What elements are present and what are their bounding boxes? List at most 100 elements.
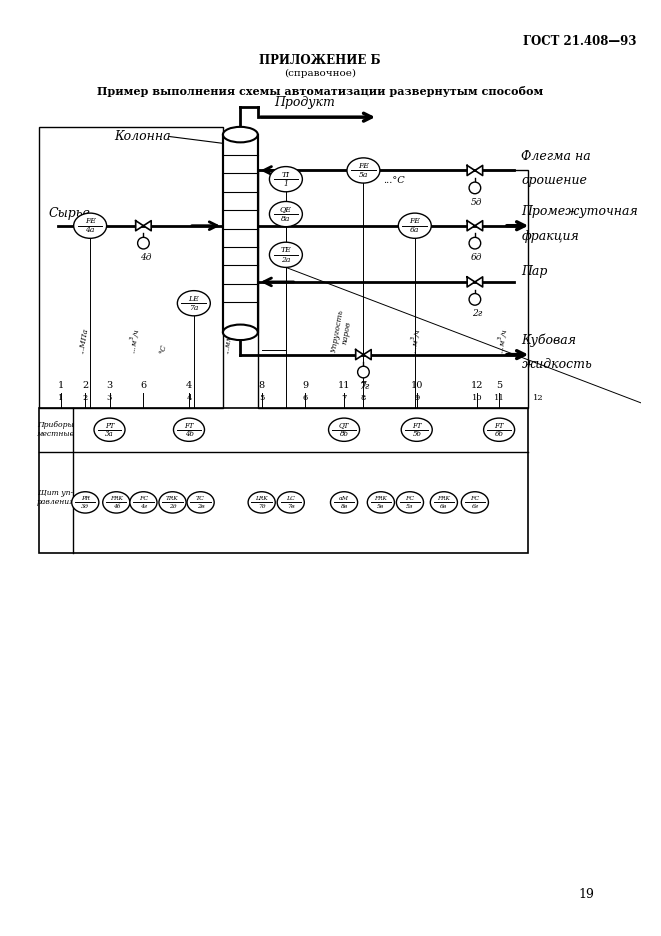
Text: 6б: 6б xyxy=(494,431,504,438)
Bar xyxy=(258,170,528,408)
Text: 11: 11 xyxy=(338,382,350,390)
Text: 3: 3 xyxy=(107,394,112,402)
Text: TI: TI xyxy=(282,170,290,179)
Ellipse shape xyxy=(368,491,395,513)
Text: Промежуточная: Промежуточная xyxy=(522,205,638,218)
Text: 5в: 5в xyxy=(377,504,385,509)
Text: FRK: FRK xyxy=(374,496,387,501)
Ellipse shape xyxy=(469,183,481,194)
Text: PR: PR xyxy=(81,496,90,501)
Bar xyxy=(39,408,528,553)
Text: LC: LC xyxy=(286,496,295,501)
Polygon shape xyxy=(467,221,483,231)
Text: TRK: TRK xyxy=(166,496,179,501)
Text: 4: 4 xyxy=(186,382,192,390)
Ellipse shape xyxy=(94,418,125,442)
Ellipse shape xyxy=(102,491,130,513)
Text: 12: 12 xyxy=(471,382,483,390)
Text: ...м$^3$/ч: ...м$^3$/ч xyxy=(126,327,143,355)
Text: FT: FT xyxy=(184,421,194,430)
Ellipse shape xyxy=(173,418,204,442)
Text: 2д: 2д xyxy=(169,504,176,509)
Text: 1: 1 xyxy=(58,394,63,402)
Text: LE: LE xyxy=(188,295,199,303)
Ellipse shape xyxy=(137,238,149,249)
Text: FT: FT xyxy=(412,421,422,430)
Text: ...м$^3$/ч: ...м$^3$/ч xyxy=(407,327,425,355)
Text: QE: QE xyxy=(280,206,292,213)
Text: Пар: Пар xyxy=(522,265,548,278)
Text: 2: 2 xyxy=(82,382,89,390)
Text: 4б: 4б xyxy=(184,431,194,438)
Text: ...МПа: ...МПа xyxy=(77,328,90,355)
Text: Упругость
паров: Упругость паров xyxy=(330,309,354,355)
Text: 11: 11 xyxy=(494,394,504,402)
Text: 4г: 4г xyxy=(140,504,147,509)
Text: ГОСТ 21.408—93: ГОСТ 21.408—93 xyxy=(523,35,637,48)
Ellipse shape xyxy=(73,213,106,239)
Text: Приборы
местные: Приборы местные xyxy=(36,421,75,438)
Text: FC: FC xyxy=(405,496,414,501)
Text: LRK: LRK xyxy=(255,496,268,501)
Text: 5д: 5д xyxy=(471,197,483,207)
Text: 8б: 8б xyxy=(340,431,348,438)
Text: FC: FC xyxy=(471,496,479,501)
Text: αМ: αМ xyxy=(339,496,349,501)
Ellipse shape xyxy=(469,238,481,249)
Text: 10: 10 xyxy=(410,382,423,390)
Text: 2а: 2а xyxy=(281,256,291,264)
Text: FRK: FRK xyxy=(110,496,123,501)
Text: FRK: FRK xyxy=(438,496,450,501)
Text: 3а: 3а xyxy=(105,431,114,438)
Ellipse shape xyxy=(484,418,515,442)
Text: 10: 10 xyxy=(471,394,482,402)
Ellipse shape xyxy=(469,294,481,305)
Text: 7д: 7д xyxy=(258,504,266,509)
Ellipse shape xyxy=(270,167,302,192)
Polygon shape xyxy=(467,166,483,176)
Text: 5: 5 xyxy=(259,394,264,402)
Text: 7а: 7а xyxy=(189,304,198,312)
Text: 4а: 4а xyxy=(85,227,95,235)
Ellipse shape xyxy=(270,201,302,227)
Text: ...°С: ...°С xyxy=(383,176,405,184)
Text: Сырье: Сырье xyxy=(48,207,91,220)
Text: Колонна: Колонна xyxy=(114,130,171,143)
Text: FC: FC xyxy=(139,496,148,501)
Text: 6: 6 xyxy=(303,394,308,402)
Text: 6в: 6в xyxy=(440,504,447,509)
Polygon shape xyxy=(136,221,151,231)
Text: 5: 5 xyxy=(496,382,502,390)
Text: 6а: 6а xyxy=(410,227,420,235)
Text: жидкость: жидкость xyxy=(522,358,592,372)
Ellipse shape xyxy=(347,158,380,183)
Text: 3: 3 xyxy=(106,382,112,390)
Text: 6: 6 xyxy=(140,382,147,390)
Text: (справочное): (справочное) xyxy=(284,69,356,78)
Text: 5з: 5з xyxy=(407,504,414,509)
Text: 7: 7 xyxy=(360,382,367,390)
Ellipse shape xyxy=(187,491,214,513)
Ellipse shape xyxy=(401,418,432,442)
Ellipse shape xyxy=(461,491,488,513)
Text: 4: 4 xyxy=(186,394,192,402)
Text: FE: FE xyxy=(85,217,96,226)
Text: 7в: 7в xyxy=(287,504,295,509)
Text: 12: 12 xyxy=(533,394,543,402)
Text: 9: 9 xyxy=(302,382,308,390)
Text: 1: 1 xyxy=(284,180,288,188)
Text: Продукт: Продукт xyxy=(274,96,335,110)
Text: 2г: 2г xyxy=(472,309,482,318)
Text: TE: TE xyxy=(280,246,292,255)
Text: QT: QT xyxy=(339,421,349,430)
Ellipse shape xyxy=(71,491,99,513)
Text: 4б: 4б xyxy=(112,504,120,509)
Bar xyxy=(39,127,223,408)
Text: 7: 7 xyxy=(341,394,347,402)
Text: Кубовая: Кубовая xyxy=(522,333,576,347)
Text: 5б: 5б xyxy=(412,431,421,438)
Text: 8: 8 xyxy=(361,394,366,402)
Ellipse shape xyxy=(130,491,157,513)
Text: FE: FE xyxy=(358,162,369,170)
Ellipse shape xyxy=(159,491,186,513)
